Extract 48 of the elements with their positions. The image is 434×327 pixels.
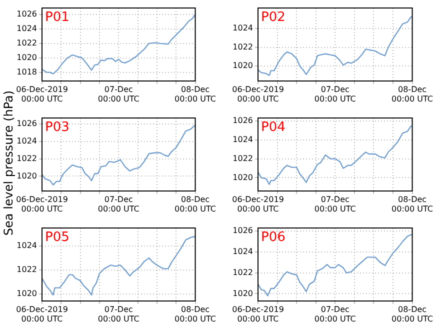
chart-title: P02 [261, 10, 286, 25]
y-tick-label: 1026 [16, 119, 37, 128]
y-tick-label: 1020 [16, 288, 37, 298]
x-tick-label: 07-Dec 00:00 UTC [98, 84, 140, 104]
x-tick-label: 08-Dec 00:00 UTC [174, 194, 216, 214]
y-tick-label: 1022 [232, 42, 253, 52]
y-tick-label: 1026 [232, 116, 253, 125]
x-tick-label: 07-Dec 00:00 UTC [314, 84, 356, 104]
y-tick-label: 1020 [16, 52, 37, 62]
chart-title: P05 [45, 230, 70, 245]
x-tick-label: 08-Dec 00:00 UTC [392, 84, 434, 104]
y-tick-label: 1022 [16, 154, 37, 163]
x-tick-label: 07-Dec 00:00 UTC [314, 194, 356, 214]
y-tick-label: 1024 [232, 134, 253, 144]
chart-title: P01 [45, 10, 70, 25]
y-tick-label: 1024 [232, 247, 253, 256]
y-tick-label: 1022 [232, 268, 253, 277]
x-tick-label: 06-Dec-2019 00:00 UTC [232, 304, 284, 324]
x-tick-label: 06-Dec-2019 00:00 UTC [16, 194, 68, 214]
y-tick-label: 1022 [232, 154, 253, 163]
y-axis-title: Sea level pressure (hPa) [1, 90, 16, 236]
y-tick-label: 1024 [232, 24, 253, 33]
chart-title: P03 [45, 120, 70, 135]
y-tick-label: 1020 [232, 61, 253, 70]
x-tick-label: 06-Dec-2019 00:00 UTC [16, 304, 68, 324]
y-tick-label: 1020 [232, 172, 253, 182]
y-tick-label: 1018 [16, 67, 37, 76]
x-tick-label: 08-Dec 00:00 UTC [174, 304, 216, 324]
chart-title: P06 [261, 230, 286, 245]
x-tick-label: 07-Dec 00:00 UTC [98, 304, 140, 324]
x-tick-label: 08-Dec 00:00 UTC [392, 194, 434, 214]
y-tick-label: 1022 [16, 38, 37, 48]
x-tick-label: 07-Dec 00:00 UTC [314, 304, 356, 324]
y-tick-label: 1020 [232, 288, 253, 298]
chart-title: P04 [261, 120, 286, 135]
y-tick-label: 1024 [16, 136, 37, 146]
y-tick-label: 1024 [16, 24, 37, 34]
x-tick-label: 06-Dec-2019 00:00 UTC [232, 84, 284, 104]
x-tick-label: 07-Dec 00:00 UTC [98, 194, 140, 214]
x-tick-label: 06-Dec-2019 00:00 UTC [232, 194, 284, 214]
y-tick-label: 1026 [232, 226, 253, 236]
x-tick-label: 06-Dec-2019 00:00 UTC [16, 84, 68, 104]
x-tick-label: 08-Dec 00:00 UTC [174, 84, 216, 104]
y-tick-label: 1024 [16, 241, 37, 250]
x-tick-label: 08-Dec 00:00 UTC [392, 304, 434, 324]
y-tick-label: 1026 [16, 10, 37, 19]
y-tick-label: 1020 [16, 171, 37, 180]
y-tick-label: 1022 [16, 264, 37, 274]
